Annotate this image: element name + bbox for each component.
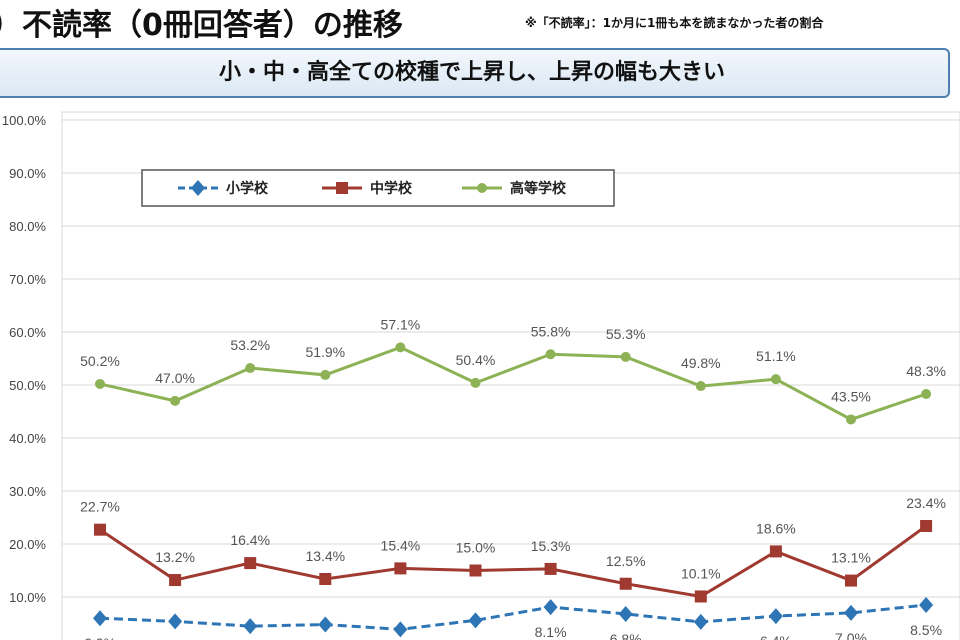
- y-tick-label: 80.0%: [9, 219, 46, 234]
- data-label: 6.4%: [760, 633, 792, 640]
- data-label: 12.5%: [606, 553, 646, 569]
- data-point: [618, 605, 633, 622]
- summary-banner: 小・中・高全ての校種で上昇し、上昇の幅も大きい: [0, 48, 950, 98]
- data-label: 48.3%: [906, 363, 946, 379]
- data-point: [920, 519, 933, 532]
- definition-note: ※「不読率」：1か月に1冊も本を読まなかった者の割合: [525, 16, 824, 30]
- data-label: 53.2%: [230, 337, 270, 353]
- y-tick-label: 10.0%: [9, 590, 46, 605]
- data-point: [94, 523, 106, 536]
- data-point: [768, 608, 783, 625]
- data-label: 10.1%: [681, 565, 721, 581]
- data-point: [468, 612, 483, 629]
- data-label: 47.0%: [155, 370, 195, 386]
- data-label: 55.3%: [606, 326, 646, 342]
- data-label: 51.1%: [756, 348, 796, 364]
- data-point: [619, 577, 632, 590]
- data-label: 18.6%: [756, 520, 796, 536]
- data-label: 55.8%: [531, 323, 571, 339]
- plot-area: [61, 111, 960, 640]
- data-point: [770, 374, 781, 385]
- data-label: 6.8%: [610, 631, 642, 640]
- series-line: [99, 524, 927, 599]
- data-label: 5.4%: [159, 638, 191, 640]
- data-point: [921, 389, 932, 400]
- series-line: [99, 345, 927, 422]
- data-point: [318, 616, 333, 633]
- y-tick-label: 100.0%: [2, 113, 47, 128]
- data-label: 13.1%: [831, 550, 871, 566]
- y-tick-label: 50.0%: [9, 378, 46, 393]
- data-point: [336, 182, 348, 194]
- data-label: 5.6%: [460, 637, 492, 640]
- data-label: 51.9%: [305, 344, 345, 360]
- data-label: 5.3%: [685, 639, 717, 640]
- data-point: [319, 572, 332, 585]
- data-label: 22.7%: [80, 499, 120, 515]
- data-label: 15.0%: [456, 540, 496, 556]
- data-label: 16.4%: [230, 532, 270, 548]
- series-1: 22.7% 13.2% 16.4% 13.4% 15.4% 15.0% 15.3% 12.5%…: [80, 495, 946, 603]
- data-point: [245, 363, 256, 374]
- legend-label: 小学校: [226, 180, 269, 197]
- data-label: 8.1%: [535, 624, 567, 640]
- y-tick-label: 70.0%: [9, 272, 46, 287]
- data-label: 57.1%: [381, 316, 421, 332]
- data-point: [394, 562, 407, 575]
- data-label: 6.0%: [84, 635, 116, 640]
- legend-label: 中学校: [370, 180, 413, 197]
- data-label: 43.5%: [831, 388, 871, 404]
- y-tick-label: 40.0%: [9, 431, 46, 446]
- y-tick-label: 60.0%: [9, 325, 46, 340]
- data-point: [846, 414, 856, 425]
- data-point: [695, 381, 706, 392]
- data-point: [844, 604, 858, 621]
- data-label: 15.3%: [531, 538, 571, 554]
- data-point: [95, 378, 105, 389]
- data-point: [693, 613, 708, 630]
- data-point: [545, 349, 556, 360]
- data-point: [244, 557, 257, 570]
- data-point: [469, 564, 482, 577]
- data-point: [544, 562, 557, 575]
- data-label: 13.4%: [305, 548, 345, 564]
- data-point: [395, 342, 406, 353]
- y-tick-label: 20.0%: [9, 537, 46, 552]
- data-point: [543, 599, 558, 616]
- data-point: [470, 377, 481, 388]
- data-point: [93, 610, 107, 627]
- data-point: [191, 180, 205, 196]
- data-point: [170, 395, 181, 406]
- data-point: [845, 574, 857, 587]
- data-point: [168, 613, 183, 630]
- data-label: 8.5%: [910, 622, 942, 638]
- data-label: 50.4%: [456, 352, 496, 368]
- y-tick-label: 90.0%: [9, 166, 46, 181]
- data-label: 13.2%: [155, 549, 195, 565]
- data-point: [320, 369, 331, 380]
- data-label: 7.0%: [835, 630, 867, 640]
- series-2: 50.2% 47.0% 53.2% 51.9% 57.1% 50.4% 55.8% 55.3%…: [80, 316, 946, 425]
- data-point: [393, 621, 408, 638]
- data-point: [477, 183, 487, 193]
- data-label: 23.4%: [906, 495, 946, 511]
- legend: 小学校 中学校 高等学校: [141, 169, 615, 207]
- data-point: [694, 590, 707, 603]
- data-point: [243, 618, 258, 635]
- data-point: [169, 574, 182, 587]
- data-point: [919, 596, 934, 613]
- data-label: 15.4%: [381, 537, 421, 553]
- page-title: ）不読率（0冊回答者）の推移: [0, 8, 403, 43]
- data-point: [620, 351, 631, 362]
- y-tick-label: 30.0%: [9, 484, 46, 499]
- data-label: 50.2%: [80, 353, 120, 369]
- data-label: 49.8%: [681, 355, 721, 371]
- series-0: 6.0%5.4%4.5%4.8%3.9%5.6%8.1%6.8%5.3%6.4%…: [84, 596, 942, 640]
- series-line: [99, 603, 927, 631]
- legend-label: 高等学校: [510, 180, 567, 197]
- data-point: [769, 545, 782, 558]
